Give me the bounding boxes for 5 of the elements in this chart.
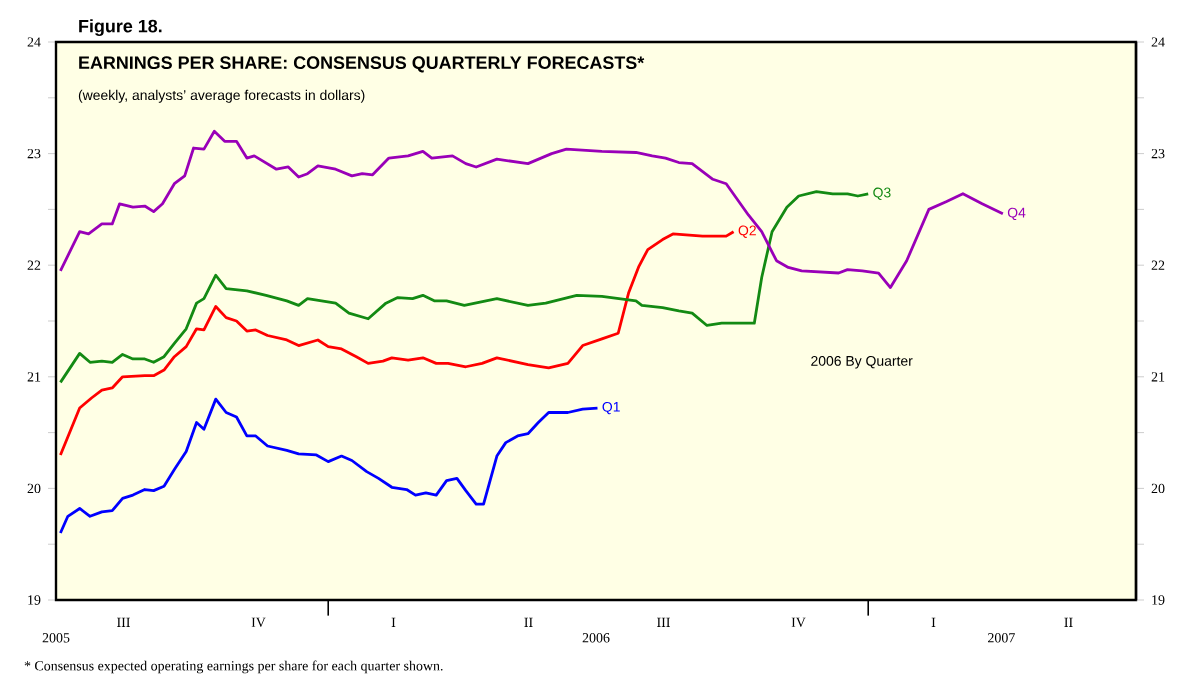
line-series [59,230,735,457]
line-series [59,397,599,535]
caption: Figure 18. [79,19,162,37]
text: EARNINGS PER SHARE: CONSENSUS QUARTERLY FORECASTS* [79,56,645,73]
line-series [59,129,1005,289]
